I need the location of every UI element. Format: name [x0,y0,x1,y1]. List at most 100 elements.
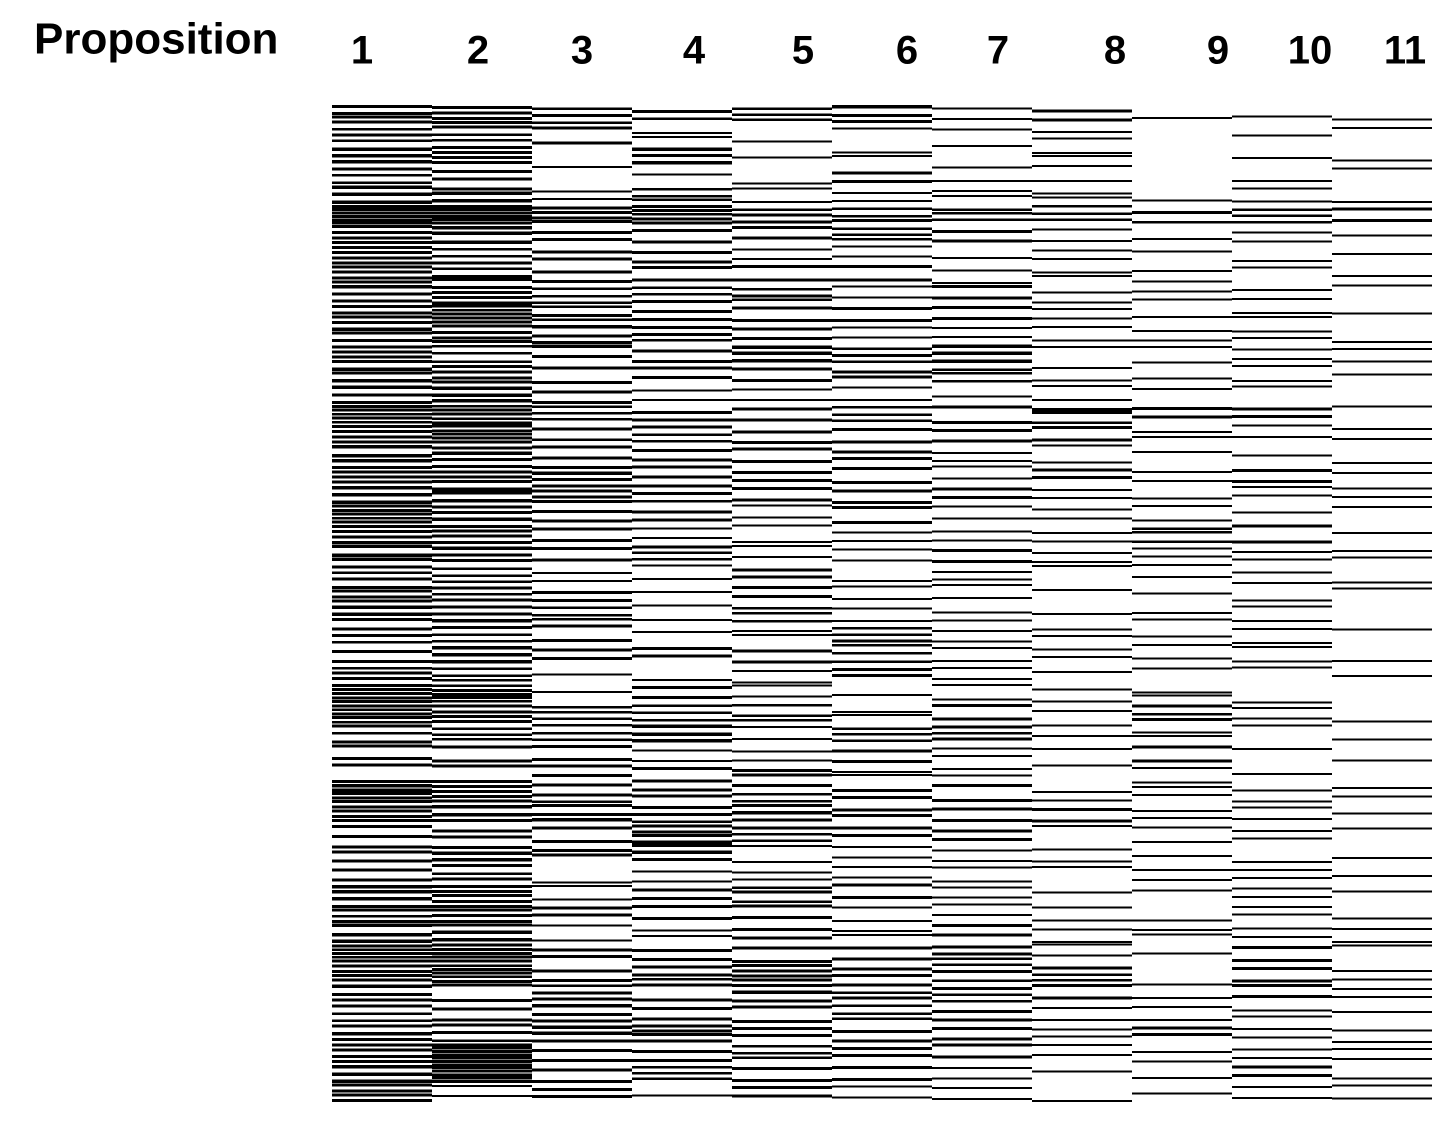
stripe-cell [932,866,1032,883]
stripe-cell [432,364,532,384]
stripe-cell [432,345,532,364]
stripe-cell [1132,704,1232,721]
stripe-cell [932,725,1032,741]
stripe-cell [1332,875,1432,878]
stripe-cell [832,428,932,444]
stripe-cell [932,1087,1032,1100]
stripe-cell [1032,468,1132,480]
stripe-cell [732,1005,832,1024]
stripe-cell [632,173,732,176]
stripe-cell [432,1063,532,1083]
stripe-cell [532,984,632,1001]
stripe-cell [732,769,832,777]
stripe-cell [1332,1047,1432,1060]
stripe-cell [632,147,732,165]
stripe-cell [632,484,732,503]
stripe-cell [1332,759,1432,762]
stripe-cell [1232,157,1332,160]
stripe-cell [732,1086,832,1098]
stripe-cell [932,190,1032,198]
stripe-cell [332,1083,432,1102]
stripe-cell [932,783,1032,802]
stripe-cell [932,1027,1032,1041]
stripe-cell [632,266,732,282]
stripe-cell [732,629,832,637]
stripe-cell [432,404,532,425]
stripe-cell [732,928,832,940]
stripe-cell [1032,748,1132,750]
stripe-cell [1132,407,1232,419]
stripe-cell [632,948,732,962]
stripe-cell [1332,284,1432,287]
stripe-cell [1132,431,1232,439]
stripe-cell [1332,1010,1432,1013]
stripe-cell [432,487,532,503]
stripe-cell [532,165,632,168]
stripe-cell [1032,724,1132,738]
stripe-cell [1332,927,1432,944]
stripe-cell [832,626,932,643]
stripe-cell [632,824,732,844]
stripe-cell [1332,944,1432,947]
stripe-cell [1332,428,1432,440]
stripe-cell [732,430,832,444]
stripe-cell [532,546,632,562]
stripe-cell [732,327,832,340]
stripe-cell [832,929,932,936]
stripe-cell [532,624,632,643]
stripe-cell [332,923,432,943]
stripe-cell [1232,628,1332,644]
stripe-cell [1032,1099,1132,1102]
stripe-cell [432,845,532,862]
stripe-cell [532,924,632,942]
stripe-cell [1232,424,1332,438]
stripe-cell [632,965,732,981]
stripe-cell [1232,967,1332,983]
stripe-cell [432,546,532,563]
stripe-cell [332,127,432,143]
stripe-cell [632,806,732,824]
stripe-cell [1232,571,1332,584]
stripe-cell [1032,1028,1132,1038]
stripe-cell [1032,249,1132,260]
stripe-cell [332,586,432,603]
stripe-cell [1232,330,1332,340]
stripe-cell [632,1006,732,1021]
stripe-cell [532,484,632,504]
stripe-cell [1032,790,1132,802]
stripe-cell [832,607,932,623]
stripe-cell [732,107,832,122]
stripe-cell [732,367,832,382]
stripe-cell [332,944,432,963]
stripe-cell [832,808,932,818]
stripe-cell [632,131,732,139]
stripe-cell [1032,984,1132,1000]
stripe-cell [932,395,1032,398]
stripe-cell [1232,772,1332,775]
stripe-cell [832,191,932,203]
stripe-cell [832,466,932,485]
stripe-cell [332,185,432,204]
stripe-cell [1232,524,1332,544]
stripe-cell [932,451,1032,462]
stripe-cell [632,465,732,479]
stripe-cell [1132,1006,1232,1021]
stripe-cell [732,156,832,159]
stripe-cell [1132,952,1232,955]
stripe-cell [832,347,932,364]
stripe-cell [732,568,832,579]
stripe-cell [1332,786,1432,798]
stripe-cell [332,964,432,982]
stripe-cell [1032,444,1132,464]
stripe-cell [532,1004,632,1023]
stripe-cell [532,724,632,742]
stripe-cell [1032,613,1132,616]
stripe-cell [632,905,732,921]
stripe-cell [1032,1070,1132,1073]
stripe-cell [332,265,432,284]
stripe-cell [932,208,1032,222]
stripe-cell [1032,648,1132,658]
stripe-cell [632,250,732,264]
stripe-cell [832,1066,932,1081]
stripe-cell [1232,724,1332,727]
